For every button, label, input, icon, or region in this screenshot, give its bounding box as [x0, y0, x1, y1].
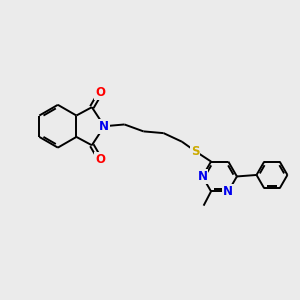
Text: O: O — [95, 86, 105, 99]
Text: N: N — [223, 185, 233, 198]
Text: N: N — [197, 170, 207, 183]
Text: O: O — [95, 153, 105, 166]
Text: S: S — [191, 145, 200, 158]
Text: N: N — [99, 120, 109, 133]
